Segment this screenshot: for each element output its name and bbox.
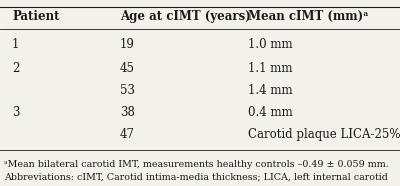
Text: Age at cIMT (years): Age at cIMT (years) (120, 10, 251, 23)
Text: Abbreviations: cIMT, Carotid intima-media thickness; LICA, left internal carotid: Abbreviations: cIMT, Carotid intima-medi… (4, 173, 388, 182)
Text: 3: 3 (12, 106, 20, 119)
Text: 47: 47 (120, 128, 135, 141)
Text: 2: 2 (12, 62, 19, 75)
Text: ᵃMean bilateral carotid IMT, measurements healthy controls –0.49 ± 0.059 mm.: ᵃMean bilateral carotid IMT, measurement… (4, 160, 389, 169)
Text: 0.4 mm: 0.4 mm (248, 106, 293, 119)
Text: 1.0 mm: 1.0 mm (248, 38, 293, 51)
Text: Carotid plaque LICA-25%: Carotid plaque LICA-25% (248, 128, 400, 141)
Text: 45: 45 (120, 62, 135, 75)
Text: Patient: Patient (12, 10, 60, 23)
Text: 1.4 mm: 1.4 mm (248, 84, 293, 97)
Text: 53: 53 (120, 84, 135, 97)
Text: Mean cIMT (mm)ᵃ: Mean cIMT (mm)ᵃ (248, 10, 369, 23)
Text: 1.1 mm: 1.1 mm (248, 62, 292, 75)
Text: 38: 38 (120, 106, 135, 119)
Text: 1: 1 (12, 38, 19, 51)
Text: 19: 19 (120, 38, 135, 51)
